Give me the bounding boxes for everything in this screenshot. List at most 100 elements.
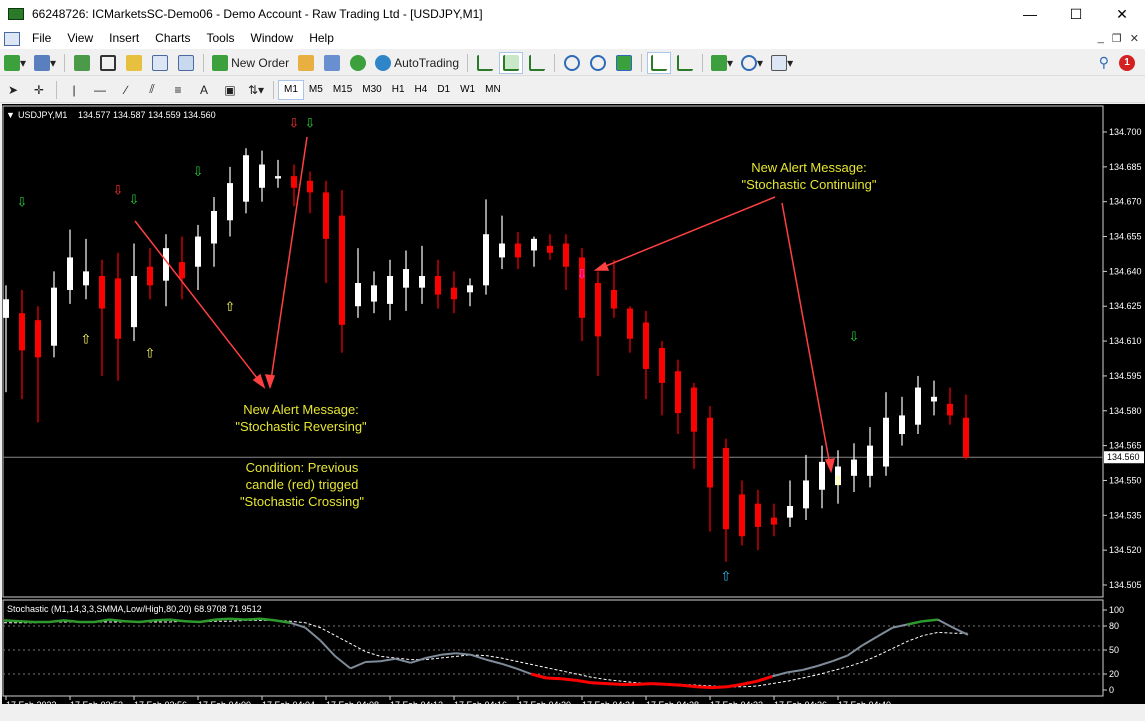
stochastic-main-segment xyxy=(124,619,140,624)
close-button[interactable]: ✕ xyxy=(1116,5,1128,22)
bar-chart-button[interactable] xyxy=(473,52,497,74)
strategy-tester-button[interactable] xyxy=(174,52,198,74)
chart-window-icon[interactable] xyxy=(4,31,20,46)
zoom-in-button[interactable] xyxy=(560,52,584,74)
timeframe-h4[interactable]: H4 xyxy=(414,84,428,95)
indicators-button[interactable]: ▾ xyxy=(708,52,736,74)
price-tick-label: 134.640 xyxy=(1109,266,1142,276)
line-chart-button[interactable] xyxy=(525,52,549,74)
new-order-label: New Order xyxy=(231,55,290,70)
vertical-line-button[interactable]: | xyxy=(62,79,86,101)
stochastic-main-segment xyxy=(681,683,698,689)
chart-menu-triangle[interactable]: ▼ xyxy=(6,110,15,120)
down-arrow-icon: ⇩ xyxy=(17,194,28,209)
tile-windows-button[interactable] xyxy=(612,52,636,74)
candle-body xyxy=(643,322,649,369)
stochastic-main-segment xyxy=(18,619,35,624)
fibonacci-button[interactable]: ≡ xyxy=(166,79,190,101)
templates-button[interactable]: ▾ xyxy=(768,52,796,74)
standard-toolbar: ▾ ▾ New Order AutoTrading ▾ ▾ ▾ ⚲ 1 xyxy=(0,50,1145,76)
timeframe-m5[interactable]: M5 xyxy=(308,84,323,95)
mdi-close-button[interactable]: ✕ xyxy=(1129,33,1139,45)
time-tick-label: 17 Feb 03:56 xyxy=(134,700,187,704)
text-label-button[interactable]: ▣ xyxy=(218,79,242,101)
time-axis: 17 Feb 2023 17 Feb 03:52 17 Feb 03:56 17 Fe… xyxy=(5,696,891,710)
navigator-button[interactable] xyxy=(122,52,146,74)
timeframe-w1[interactable]: W1 xyxy=(460,84,476,95)
chart-window[interactable]: 134.700 134.685 134.670 134.655 134.640 134.6… xyxy=(2,104,1145,710)
candle-body xyxy=(707,417,713,488)
price-chart[interactable]: 134.700 134.685 134.670 134.655 134.640 134.6… xyxy=(2,104,1145,710)
stochastic-main-segment xyxy=(304,626,321,642)
metaeditor-button[interactable] xyxy=(294,52,318,74)
notifications-badge[interactable]: 1 xyxy=(1119,54,1135,71)
stochastic-main-segment xyxy=(440,652,456,656)
annotation-reversing-line2: "Stochastic Reversing" xyxy=(235,419,367,434)
timeframe-m15[interactable]: M15 xyxy=(332,84,353,95)
price-axis: 134.700 134.685 134.670 134.655 134.640 134.6… xyxy=(1103,127,1142,590)
timeframe-m30[interactable]: M30 xyxy=(362,84,382,95)
down-arrow-icon: ⇩ xyxy=(577,266,588,281)
mdi-minimize-button[interactable]: _ xyxy=(1097,32,1104,44)
chart-shift-button[interactable] xyxy=(673,52,697,74)
profiles-button[interactable]: ▾ xyxy=(31,52,59,74)
candle-body xyxy=(355,283,361,307)
cursor-button[interactable]: ➤ xyxy=(1,79,25,101)
candle-body xyxy=(531,238,537,251)
candlestick-chart-button[interactable] xyxy=(499,51,524,74)
arrows-button[interactable]: ⇅▾ xyxy=(244,79,268,101)
new-chart-button[interactable]: ▾ xyxy=(1,52,29,74)
search-icon[interactable]: ⚲ xyxy=(1098,54,1109,70)
candle-body xyxy=(179,262,185,279)
time-tick-label: 17 Feb 04:08 xyxy=(326,700,379,704)
timeframe-h1[interactable]: H1 xyxy=(391,84,405,95)
timeframe-d1[interactable]: D1 xyxy=(437,84,451,95)
new-order-button[interactable]: New Order xyxy=(209,52,292,74)
candle-body xyxy=(819,461,825,490)
trendline-button[interactable]: ∕ xyxy=(114,79,138,101)
price-tick-label: 134.550 xyxy=(1109,475,1142,485)
autotrading-button[interactable]: AutoTrading xyxy=(372,52,462,74)
crosshair-button[interactable]: ✛ xyxy=(27,79,51,101)
signals-button[interactable] xyxy=(320,52,344,74)
menu-tools[interactable]: Tools xyxy=(206,31,235,45)
candle-body xyxy=(403,269,409,288)
stochastic-main-segment xyxy=(410,657,427,664)
equidistant-channel-button[interactable]: ⫽ xyxy=(140,79,164,101)
periods-button[interactable]: ▾ xyxy=(738,52,766,74)
menu-help[interactable]: Help xyxy=(309,31,334,45)
timeframe-m1[interactable]: M1 xyxy=(278,79,304,100)
maximize-button[interactable]: ☐ xyxy=(1069,5,1083,22)
market-watch-button[interactable] xyxy=(70,52,94,74)
mdi-restore-button[interactable]: ❐ xyxy=(1111,33,1122,45)
annotation-condition-line3: "Stochastic Crossing" xyxy=(240,494,364,509)
data-window-button[interactable] xyxy=(96,52,120,74)
crosshair-move-icon xyxy=(100,54,117,71)
horizontal-line-button[interactable]: — xyxy=(88,79,112,101)
candle-body xyxy=(499,243,505,258)
candle-body xyxy=(99,276,105,309)
candle-body xyxy=(291,176,297,188)
price-tick-label: 134.700 xyxy=(1109,127,1142,137)
menu-file[interactable]: File xyxy=(32,31,52,45)
menu-window[interactable]: Window xyxy=(250,31,294,45)
radio-button[interactable] xyxy=(346,52,370,74)
stochastic-main-segment xyxy=(350,661,366,670)
zoom-out-button[interactable] xyxy=(586,52,610,74)
price-tick-label: 134.580 xyxy=(1109,406,1142,416)
menu-insert[interactable]: Insert xyxy=(109,31,140,45)
menu-charts[interactable]: Charts xyxy=(155,31,191,45)
minimize-button[interactable]: — xyxy=(1023,6,1037,22)
stochastic-main-segment xyxy=(199,618,216,624)
stochastic-main-segment xyxy=(726,682,743,689)
stochastic-main-segment xyxy=(666,682,682,687)
auto-scroll-button[interactable] xyxy=(647,51,672,74)
terminal-button[interactable] xyxy=(148,52,172,74)
time-tick-label: 17 Feb 04:16 xyxy=(454,700,507,704)
text-tool-icon: A xyxy=(199,82,208,97)
text-button[interactable]: A xyxy=(192,79,216,101)
candle-body xyxy=(595,283,601,337)
stochastic-main-segment xyxy=(952,626,969,636)
timeframe-mn[interactable]: MN xyxy=(485,84,501,95)
menu-view[interactable]: View xyxy=(67,31,94,45)
